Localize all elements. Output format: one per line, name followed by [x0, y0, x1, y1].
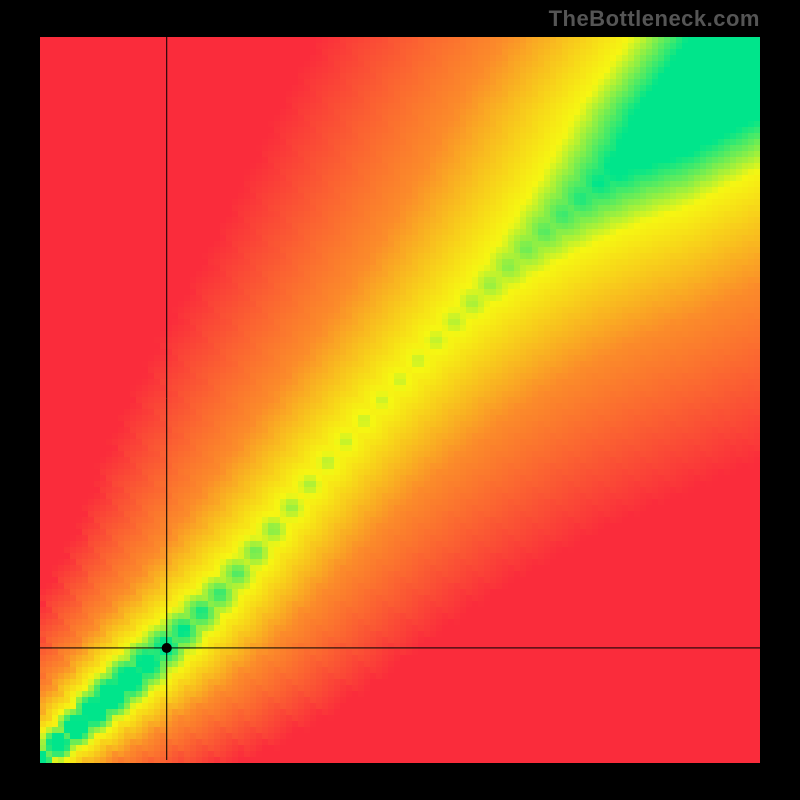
bottleneck-heatmap [0, 0, 800, 800]
chart-container: TheBottleneck.com [0, 0, 800, 800]
watermark-text: TheBottleneck.com [549, 6, 760, 32]
